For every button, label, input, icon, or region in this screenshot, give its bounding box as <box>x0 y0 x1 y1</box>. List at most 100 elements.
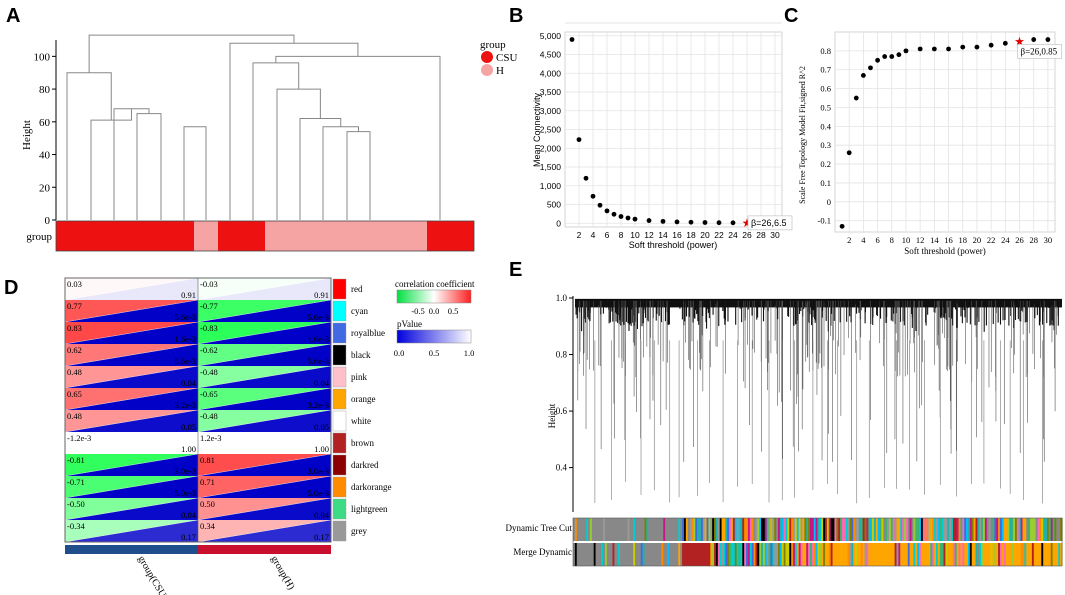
c-x-tick-label: 30 <box>1044 235 1053 245</box>
e-color-cell <box>693 518 696 541</box>
e-color-cell <box>687 518 691 541</box>
a-group-segment <box>56 221 194 251</box>
e-color-cell <box>920 543 924 566</box>
e-color-cell <box>766 518 770 541</box>
d-module-label: white <box>351 416 371 426</box>
d-cell-p: 5.6e-3 <box>175 356 196 366</box>
e-color-cell <box>725 543 728 566</box>
e-color-cell <box>988 518 992 541</box>
d-cell-diagonal <box>64 343 199 367</box>
e-color-cell <box>651 543 655 566</box>
b-point <box>688 219 694 225</box>
d-cell-diagonal <box>197 343 332 367</box>
d-cell-r: 0.48 <box>67 411 82 421</box>
d-cell-p: 5.6e-3 <box>308 312 329 322</box>
c-x-tick-label: 8 <box>890 235 894 245</box>
panel-label-a: A <box>6 5 20 27</box>
d-module-label: orange <box>351 394 376 404</box>
b-x-tick-label: 12 <box>644 230 654 240</box>
e-dendrogram <box>575 298 1062 504</box>
e-color-cell <box>964 543 967 566</box>
e-color-cell <box>954 543 958 566</box>
e-color-cell <box>636 543 640 566</box>
e-color-cell <box>778 518 781 541</box>
e-color-cell <box>873 518 877 541</box>
e-color-cell <box>776 543 779 566</box>
e-color-cell <box>712 518 715 541</box>
e-color-cell <box>1041 543 1044 566</box>
e-color-cell <box>738 543 741 566</box>
e-color-cell <box>917 518 920 541</box>
d-module-swatch <box>332 454 347 476</box>
e-color-cell <box>962 543 965 566</box>
e-color-cell <box>894 518 898 541</box>
e-color-cell <box>751 518 755 541</box>
e-color-cell <box>838 518 841 541</box>
d-cell-r: 0.65 <box>67 389 82 399</box>
e-color-cell <box>1031 543 1035 566</box>
b-y-tick-label: 2,500 <box>540 125 562 135</box>
e-color-cell <box>789 543 792 566</box>
c-point <box>875 57 880 63</box>
b-point <box>730 220 736 226</box>
e-color-cell <box>934 518 937 541</box>
e-color-cell <box>883 518 886 541</box>
e-color-cell <box>764 543 768 566</box>
e-color-cell <box>685 543 689 566</box>
d-x-label-h: group(H) <box>268 554 296 592</box>
d-cell-p: 3.0e-3 <box>175 466 196 476</box>
e-color-cell <box>582 518 585 541</box>
e-color-cell <box>947 518 950 541</box>
e-color-cell <box>875 543 879 566</box>
b-highlight-star: ★ <box>742 216 753 230</box>
e-color-cell <box>796 518 800 541</box>
b-x-tick-label: 24 <box>728 230 738 240</box>
e-color-cell <box>890 543 894 566</box>
a-dendrogram-link <box>346 131 371 220</box>
e-color-cell <box>740 543 743 566</box>
b-x-tick-label: 16 <box>672 230 682 240</box>
a-dendrogram <box>66 34 441 220</box>
a-dendrogram-link <box>322 126 359 220</box>
e-color-cell <box>992 543 995 566</box>
e-color-cell <box>603 543 606 566</box>
e-color-cell <box>994 518 997 541</box>
a-y-tick-label: 40 <box>39 150 51 162</box>
d-module-label: brown <box>351 438 374 448</box>
b-point <box>646 218 652 223</box>
e-color-cell <box>935 543 939 566</box>
e-color-cell <box>888 543 892 566</box>
d-cell-p: 0.91 <box>181 290 196 300</box>
e-color-cell <box>627 543 631 566</box>
e-color-cell <box>819 518 822 541</box>
e-color-cell <box>922 518 926 541</box>
b-x-tick-label: 10 <box>630 230 640 240</box>
e-color-cell <box>757 543 760 566</box>
e-color-cell <box>699 518 702 541</box>
e-color-cell <box>576 518 580 541</box>
e-color-cell <box>872 543 875 566</box>
e-color-cell <box>866 518 869 541</box>
e-color-cell <box>1020 543 1024 566</box>
b-highlight-label: β=26,6.5 <box>751 218 786 228</box>
b-x-tick-label: 4 <box>591 230 596 240</box>
e-color-cell <box>729 543 732 566</box>
b-point <box>576 137 582 143</box>
e-color-cell <box>907 543 911 566</box>
e-color-cell <box>665 518 668 541</box>
e-color-cell <box>706 543 710 566</box>
e-color-cell <box>635 518 638 541</box>
e-color-cell <box>1054 518 1057 541</box>
e-color-cell <box>663 543 666 566</box>
d-cell-r: 0.62 <box>67 345 82 355</box>
e-color-cell <box>793 543 796 566</box>
e-color-cell <box>610 543 614 566</box>
d-cell-r: -0.71 <box>67 477 85 487</box>
d-cell-r: 1.2e-3 <box>200 433 221 443</box>
e-color-cell <box>873 543 877 566</box>
e-color-cell <box>952 543 956 566</box>
e-color-cell <box>900 543 903 566</box>
e-color-cell <box>802 518 805 541</box>
e-color-cell <box>663 518 666 541</box>
e-color-cell <box>636 518 640 541</box>
